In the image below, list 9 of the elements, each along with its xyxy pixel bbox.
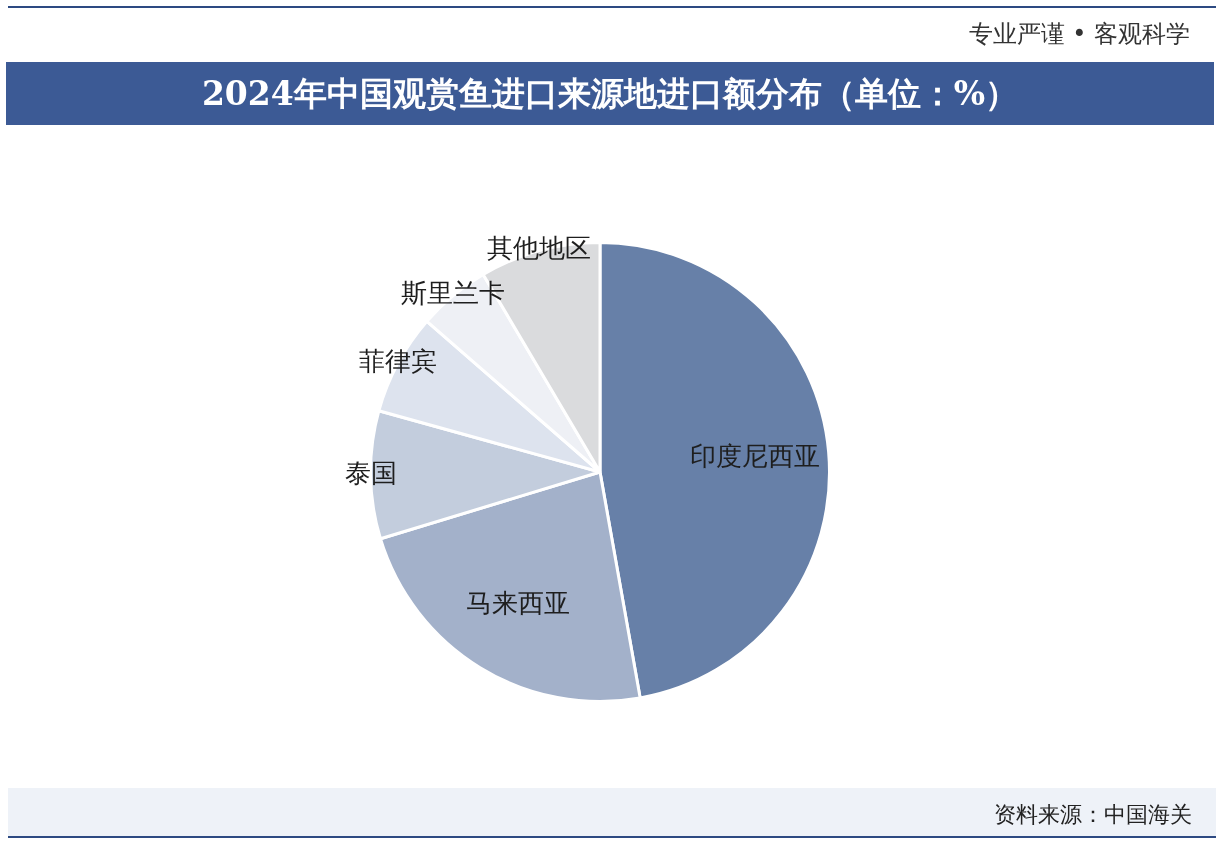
- slice-label: 印度尼西亚: [690, 441, 821, 472]
- slice-label: 马来西亚: [466, 587, 571, 618]
- slice-label: 菲律宾: [358, 346, 437, 377]
- text: 资料来源：中国海关: [994, 801, 1192, 829]
- text: 专业严谨 • 客观科学: [968, 19, 1190, 50]
- slice-label: 泰国: [344, 457, 397, 488]
- slice-label: 斯里兰卡: [401, 278, 506, 309]
- title-banner: 2024年中国观赏鱼进口来源地进口额分布（单位：%）: [6, 62, 1214, 125]
- slice-label: 其他地区: [487, 233, 592, 264]
